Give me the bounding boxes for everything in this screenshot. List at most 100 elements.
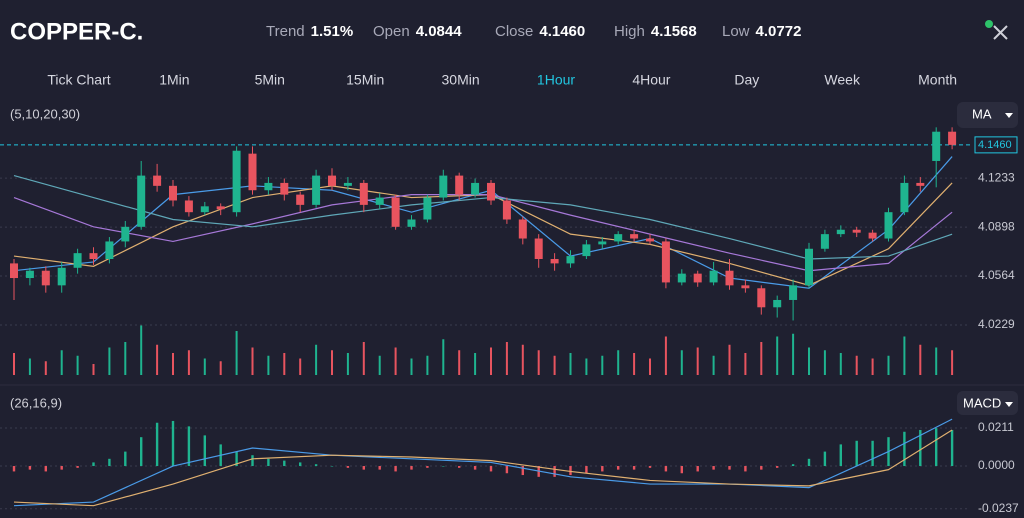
volume-bar <box>28 358 31 375</box>
timeframe-tab[interactable]: Month <box>918 72 957 88</box>
y-tick-label: -0.0237 <box>978 501 1019 515</box>
macd-bar <box>76 466 79 468</box>
volume-bar <box>919 344 922 375</box>
candle-body <box>200 206 209 213</box>
macd-line <box>13 429 953 507</box>
macd-bar <box>124 451 127 467</box>
candle-body <box>789 285 798 300</box>
volume-bar <box>649 358 651 375</box>
candle-body <box>455 175 464 195</box>
timeframe-tab[interactable]: Day <box>734 72 759 88</box>
candle-body <box>805 248 813 286</box>
volume-bar <box>553 355 556 375</box>
volume-bar <box>760 342 763 375</box>
macd-button[interactable] <box>957 391 1018 415</box>
candle-body <box>25 270 34 279</box>
candle-body <box>566 256 575 264</box>
timeframe-tab[interactable]: Week <box>824 72 861 88</box>
candle-body <box>248 153 257 191</box>
candle-body <box>948 131 957 145</box>
candle-body <box>359 182 368 205</box>
timeframe-tab[interactable]: Tick Chart <box>47 72 110 88</box>
timeframe-tab[interactable]: 4Hour <box>632 72 670 88</box>
macd-bar <box>283 460 286 467</box>
volume-bar <box>362 342 365 375</box>
candle-body <box>598 241 607 245</box>
volume-bar <box>235 331 238 375</box>
candle-body <box>661 241 670 283</box>
candle-body <box>407 219 416 227</box>
y-tick-label: 0.0211 <box>978 420 1014 434</box>
volume-bar <box>601 355 604 375</box>
volume-bar <box>13 353 15 375</box>
candle-body <box>391 197 400 227</box>
stat-value: 4.0844 <box>416 23 463 40</box>
macd-bar <box>871 440 874 467</box>
macd-bar <box>140 437 143 467</box>
timeframe-tab[interactable]: 30Min <box>442 72 480 88</box>
macd-bar <box>823 451 827 467</box>
macd-bar <box>807 458 811 467</box>
candle-body <box>836 229 845 235</box>
volume-bar <box>744 353 747 375</box>
macd-bar <box>617 466 620 470</box>
y-tick-label: 4.1233 <box>978 170 1015 184</box>
macd-bar <box>744 466 747 472</box>
macd-bar <box>553 466 556 477</box>
last-price-label: 4.1460 <box>978 139 1012 151</box>
stat-value: 4.1568 <box>651 23 697 40</box>
candle-body <box>264 182 273 191</box>
candle-body <box>582 244 591 257</box>
macd-bar <box>489 466 493 472</box>
volume-bar <box>92 364 95 375</box>
stat-label: Open <box>373 23 410 40</box>
volume-bar <box>108 347 111 375</box>
candle-body <box>900 182 909 213</box>
candle-body <box>328 175 336 186</box>
volume-bar <box>76 355 79 375</box>
volume-bar <box>839 353 842 375</box>
candle-body <box>296 194 305 205</box>
volume-bar <box>664 336 667 375</box>
stat-value: 4.1460 <box>539 23 585 40</box>
candle-body <box>884 212 893 239</box>
candle-body <box>57 267 66 286</box>
volume-bar <box>458 350 461 375</box>
candle-body <box>121 226 130 242</box>
candle-body <box>137 175 146 227</box>
candle-body <box>89 253 98 260</box>
macd-bar <box>426 466 429 468</box>
macd-bar <box>935 428 938 467</box>
candle-body <box>502 200 511 220</box>
timeframe-tab[interactable]: 1Min <box>159 72 189 88</box>
candle-body <box>773 299 782 308</box>
volume-bar <box>331 350 333 375</box>
candle-body <box>312 175 321 205</box>
candle-body <box>916 182 925 186</box>
timeframe-tab[interactable]: 1Hour <box>537 72 575 88</box>
macd-bar <box>473 466 477 470</box>
volume-bar <box>823 350 826 375</box>
candle-body <box>852 229 861 233</box>
candle-body <box>216 206 225 210</box>
timeframe-tab[interactable]: 15Min <box>346 72 384 88</box>
close-button[interactable] <box>993 25 1008 40</box>
stat-value: 4.0772 <box>756 23 802 40</box>
volume-bar <box>442 339 445 375</box>
macd-bar <box>919 429 922 467</box>
last-price-box <box>974 136 1018 154</box>
ma-button[interactable] <box>957 102 1018 128</box>
macd-bar <box>187 426 191 467</box>
volume-bar <box>537 350 540 375</box>
stat-value: 1.51% <box>311 23 354 40</box>
volume-bar <box>124 342 127 375</box>
macd-bar <box>458 466 461 468</box>
macd-bar <box>299 462 302 467</box>
macd-bar <box>44 466 47 472</box>
volume-bar <box>728 344 731 375</box>
candle-body <box>169 185 177 201</box>
timeframe-tab[interactable]: 5Min <box>255 72 285 88</box>
